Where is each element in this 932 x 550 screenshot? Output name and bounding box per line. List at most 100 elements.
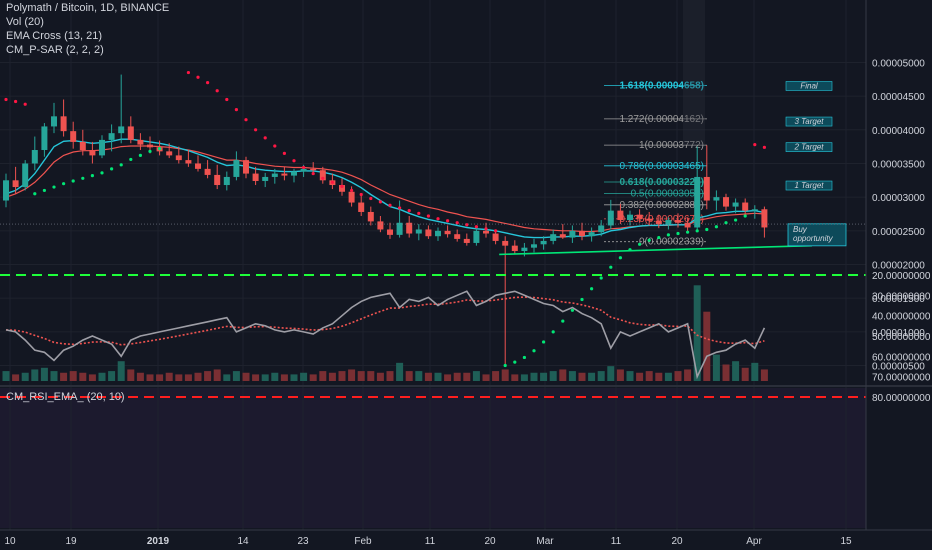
sar-dot: [244, 118, 248, 122]
candle-body: [348, 191, 355, 203]
target-label: 1 Target: [794, 181, 824, 190]
sar-dot: [753, 143, 757, 147]
volume-bar: [357, 371, 365, 381]
sar-dot: [561, 319, 565, 323]
sar-dot: [263, 136, 267, 140]
sar-dot: [647, 238, 651, 242]
legend-psar[interactable]: CM_P-SAR (2, 2, 2): [6, 44, 104, 56]
candle-body: [195, 163, 201, 169]
volume-bar: [204, 371, 212, 381]
x-tick-label: 23: [297, 536, 309, 547]
sar-dot: [100, 171, 104, 175]
volume-bar: [376, 372, 384, 381]
x-tick-label: 20: [484, 536, 496, 547]
volume-bar: [79, 372, 87, 381]
volume-bar: [472, 371, 480, 381]
candle-body: [118, 126, 125, 134]
x-tick-label: 20: [671, 536, 683, 547]
fib-label: 0(0.00002339): [639, 237, 704, 248]
volume-bar: [463, 372, 471, 381]
y-tick-label: 0.00000500: [872, 362, 925, 373]
sar-dot: [42, 188, 47, 193]
y-tick-label: 0.00002500: [872, 227, 925, 238]
sar-dot: [23, 102, 27, 106]
candle-body: [252, 173, 259, 181]
candle-body: [627, 214, 633, 221]
target-label: Final: [800, 81, 818, 90]
candle-body: [396, 222, 403, 235]
y-tick-label: 0.00001000: [872, 328, 925, 339]
x-tick-label: 2019: [147, 536, 170, 547]
sar-dot: [743, 214, 747, 218]
target-label: 2 Target: [793, 143, 824, 152]
sar-dot: [494, 229, 498, 233]
sar-dot: [618, 256, 623, 260]
volume-bar: [597, 371, 605, 381]
candle-body: [387, 229, 393, 235]
legend-rsi[interactable]: CM_RSI_EMA_ (20, 10): [6, 391, 125, 403]
volume-bar: [578, 372, 586, 381]
volume-bar: [367, 371, 375, 381]
legend-volume[interactable]: Vol (20): [6, 16, 44, 28]
rsi-tick-label: 40.00000000: [872, 312, 931, 323]
candle-body: [51, 116, 57, 127]
volume-bar: [501, 369, 509, 381]
target-box[interactable]: [785, 180, 833, 191]
chart-title[interactable]: Polymath / Bitcoin, 1D, BINANCE: [6, 2, 170, 14]
rsi-tick-label: 70.00000000: [872, 373, 931, 384]
sar-dot: [359, 192, 363, 197]
candle-body: [636, 214, 643, 219]
candle-body: [300, 168, 307, 172]
sar-dot: [273, 144, 277, 148]
x-tick-label: 19: [65, 536, 77, 547]
fib-label: 0.382(0.00002886): [619, 200, 704, 211]
price-axis[interactable]: 0.00005000 0.00004500 0.00004000 0.00003500…: [872, 58, 925, 372]
sar-dot: [580, 297, 584, 302]
rsi-line: [5, 290, 766, 380]
volume-bar: [194, 372, 202, 381]
candle-body: [761, 209, 768, 228]
volume-bar: [712, 354, 720, 381]
volume-bar: [136, 372, 144, 381]
sar-dot: [158, 147, 162, 151]
volume-bar: [309, 374, 317, 381]
sar-dot: [417, 211, 421, 215]
volume-bar: [616, 369, 624, 381]
legend-ema-cross[interactable]: EMA Cross (13, 21): [6, 30, 102, 42]
candle-body: [99, 139, 105, 156]
volume-bar: [722, 364, 730, 381]
candle-body: [579, 230, 585, 237]
volume-bar: [626, 371, 634, 381]
sar-dot: [474, 225, 478, 229]
volume-bar: [607, 366, 615, 381]
candle-body: [723, 197, 729, 207]
target-box[interactable]: [785, 116, 833, 127]
rsi-axis[interactable]: 80.00000000 70.00000000 60.00000000 50.0000…: [872, 271, 931, 404]
volume-bar: [684, 369, 692, 381]
sar-dot: [686, 230, 690, 234]
volume-bar: [674, 371, 682, 381]
support-trendline[interactable]: [499, 244, 813, 256]
time-axis[interactable]: 10 19 2019 14 23 Feb 11 20 Mar 11 20 Apr 15: [4, 536, 852, 547]
candle-body: [41, 126, 48, 151]
candle-body: [291, 171, 297, 176]
volume-bar: [98, 372, 106, 381]
volume-bar: [31, 369, 39, 381]
volume-bar: [117, 361, 125, 381]
sar-dot: [734, 218, 738, 222]
volume-bar: [242, 372, 250, 381]
rsi-band-fill: [0, 388, 866, 528]
sar-dot: [551, 330, 555, 334]
sar-dot: [119, 163, 123, 167]
volume-bar: [165, 372, 173, 381]
target-box[interactable]: [785, 81, 833, 91]
target-label: 3 Target: [794, 117, 824, 126]
target-box[interactable]: [785, 142, 833, 152]
candle-body: [127, 126, 134, 140]
candle-body: [233, 160, 240, 177]
volume-bar: [482, 374, 490, 381]
candle-body: [607, 210, 614, 226]
candle-body: [655, 220, 662, 225]
volume-bar: [50, 371, 58, 381]
